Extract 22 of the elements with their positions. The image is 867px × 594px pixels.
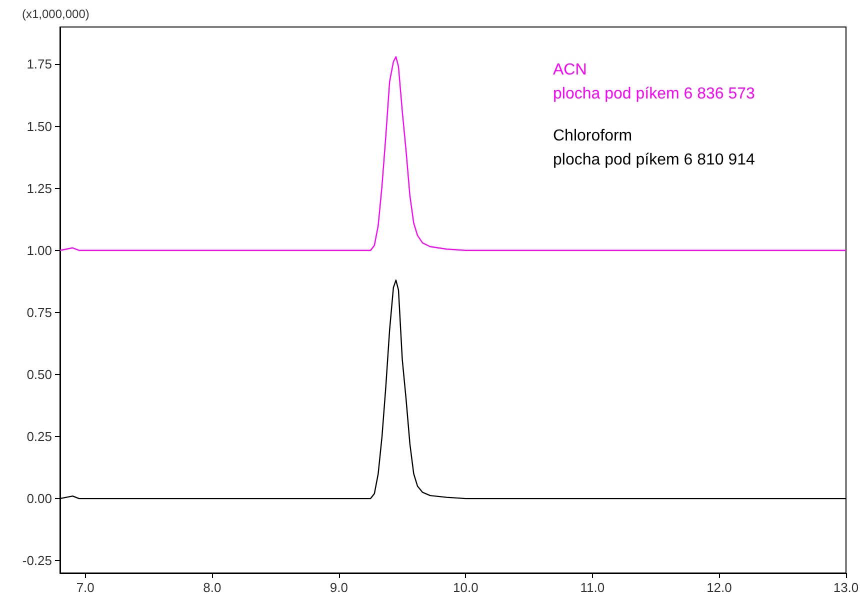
text: Chloroform xyxy=(553,128,632,144)
annotation: plocha pod píkem 6 810 914 xyxy=(553,152,756,168)
text: ACN xyxy=(553,62,587,78)
annotation: plocha pod píkem 6 836 573 xyxy=(553,86,756,102)
x-tick-label: 9.0 xyxy=(330,580,348,594)
y-tick-label: 0.25 xyxy=(26,429,52,444)
y-tick-label: 0.75 xyxy=(26,304,52,320)
x-tick-label: 13.0 xyxy=(833,580,859,594)
x-tick-label: 7.0 xyxy=(76,580,94,594)
line-series xyxy=(59,56,847,251)
x-tick-label: 11.0 xyxy=(580,580,605,594)
y-tick-label: 1.75 xyxy=(26,56,52,72)
y-tick-label: 0.00 xyxy=(26,491,52,506)
y-tick-label: 0.50 xyxy=(26,366,52,382)
y-tick-label: 1.25 xyxy=(26,180,52,196)
y-axis-title: (x1,000,000) xyxy=(22,7,90,21)
y-tick-label: -0.25 xyxy=(22,553,52,568)
y-tick-label: 1.00 xyxy=(26,242,52,258)
x-tick-label: 8.0 xyxy=(203,580,222,594)
y-tick-label: 1.50 xyxy=(26,118,52,134)
x-tick-label: 10.0 xyxy=(453,580,478,594)
x-tick-label: 12.0 xyxy=(706,580,732,594)
